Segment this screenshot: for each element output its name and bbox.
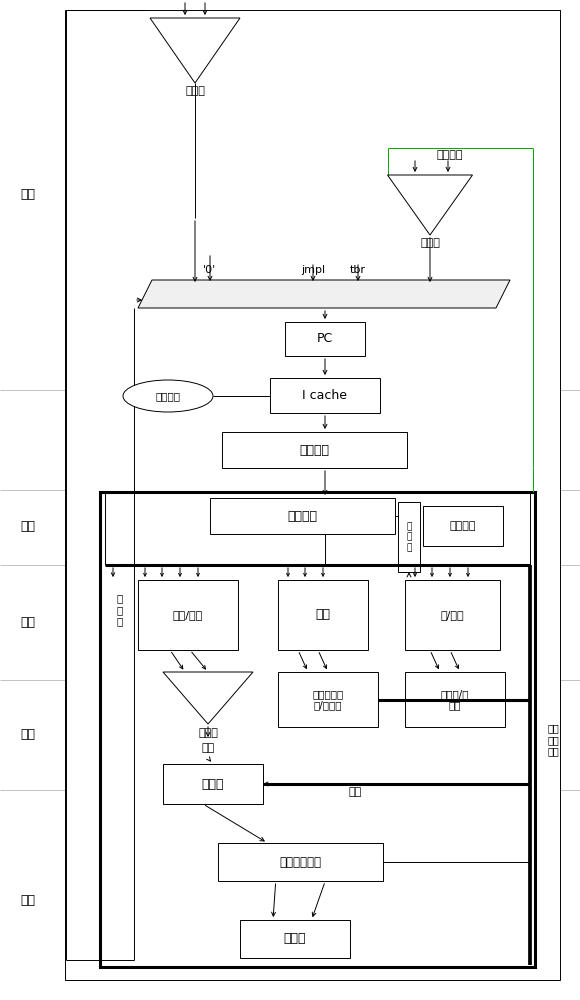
Text: 地址: 地址 — [201, 743, 215, 753]
Text: 保
留
站: 保 留 站 — [407, 522, 412, 552]
Text: 分支指令: 分支指令 — [437, 150, 463, 160]
Bar — [398, 502, 420, 572]
Bar — [278, 580, 368, 650]
Polygon shape — [387, 175, 473, 235]
Text: 控制总线: 控制总线 — [155, 391, 180, 401]
Bar — [222, 432, 407, 468]
Bar — [388, 148, 528, 388]
Text: 加法器: 加法器 — [420, 238, 440, 248]
Bar — [423, 506, 503, 546]
Text: 加法器: 加法器 — [185, 86, 205, 96]
Text: 访存: 访存 — [20, 728, 35, 742]
Bar — [240, 920, 350, 958]
Text: 译码: 译码 — [20, 520, 35, 534]
Ellipse shape — [123, 380, 213, 412]
Text: 写回: 写回 — [20, 894, 35, 906]
Bar — [405, 580, 500, 650]
Text: 取指: 取指 — [20, 188, 35, 202]
Text: 指令队列: 指令队列 — [299, 444, 329, 456]
Text: I cache: I cache — [303, 389, 347, 402]
Text: 保
留
站: 保 留 站 — [117, 593, 123, 627]
Text: 执行: 执行 — [20, 615, 35, 629]
Text: 公共
数据
总线: 公共 数据 总线 — [548, 723, 560, 757]
Bar — [270, 378, 380, 413]
Bar — [278, 672, 378, 727]
Text: 乘/除法: 乘/除法 — [441, 610, 465, 620]
Bar — [285, 322, 365, 356]
Text: 寄存器: 寄存器 — [284, 932, 306, 946]
Text: 加法器: 加法器 — [198, 728, 218, 738]
Text: PC: PC — [317, 332, 333, 346]
Polygon shape — [163, 672, 253, 724]
Bar — [218, 843, 383, 881]
Text: 存储器: 存储器 — [202, 778, 224, 790]
Bar — [405, 672, 505, 727]
Text: jmpl: jmpl — [301, 265, 325, 275]
Polygon shape — [138, 280, 510, 308]
Text: '0': '0' — [204, 265, 216, 275]
Text: 指令译码: 指令译码 — [288, 510, 317, 522]
Bar — [210, 498, 395, 534]
Text: 数据: 数据 — [349, 787, 361, 797]
Bar — [100, 492, 535, 967]
Bar — [65, 10, 560, 980]
Bar — [130, 148, 530, 386]
Bar — [163, 764, 263, 804]
Text: 其他: 其他 — [316, 608, 331, 621]
Polygon shape — [150, 18, 240, 83]
Text: 乘法器/除
法器: 乘法器/除 法器 — [441, 689, 469, 710]
Text: 算术逻辑单
元/移位器: 算术逻辑单 元/移位器 — [313, 689, 343, 710]
Text: 重排序缓冲区: 重排序缓冲区 — [280, 856, 321, 868]
Text: tbr: tbr — [350, 265, 366, 275]
Bar — [138, 580, 238, 650]
Text: 加载/存储: 加载/存储 — [173, 610, 203, 620]
Text: 分支指令: 分支指令 — [450, 521, 476, 531]
